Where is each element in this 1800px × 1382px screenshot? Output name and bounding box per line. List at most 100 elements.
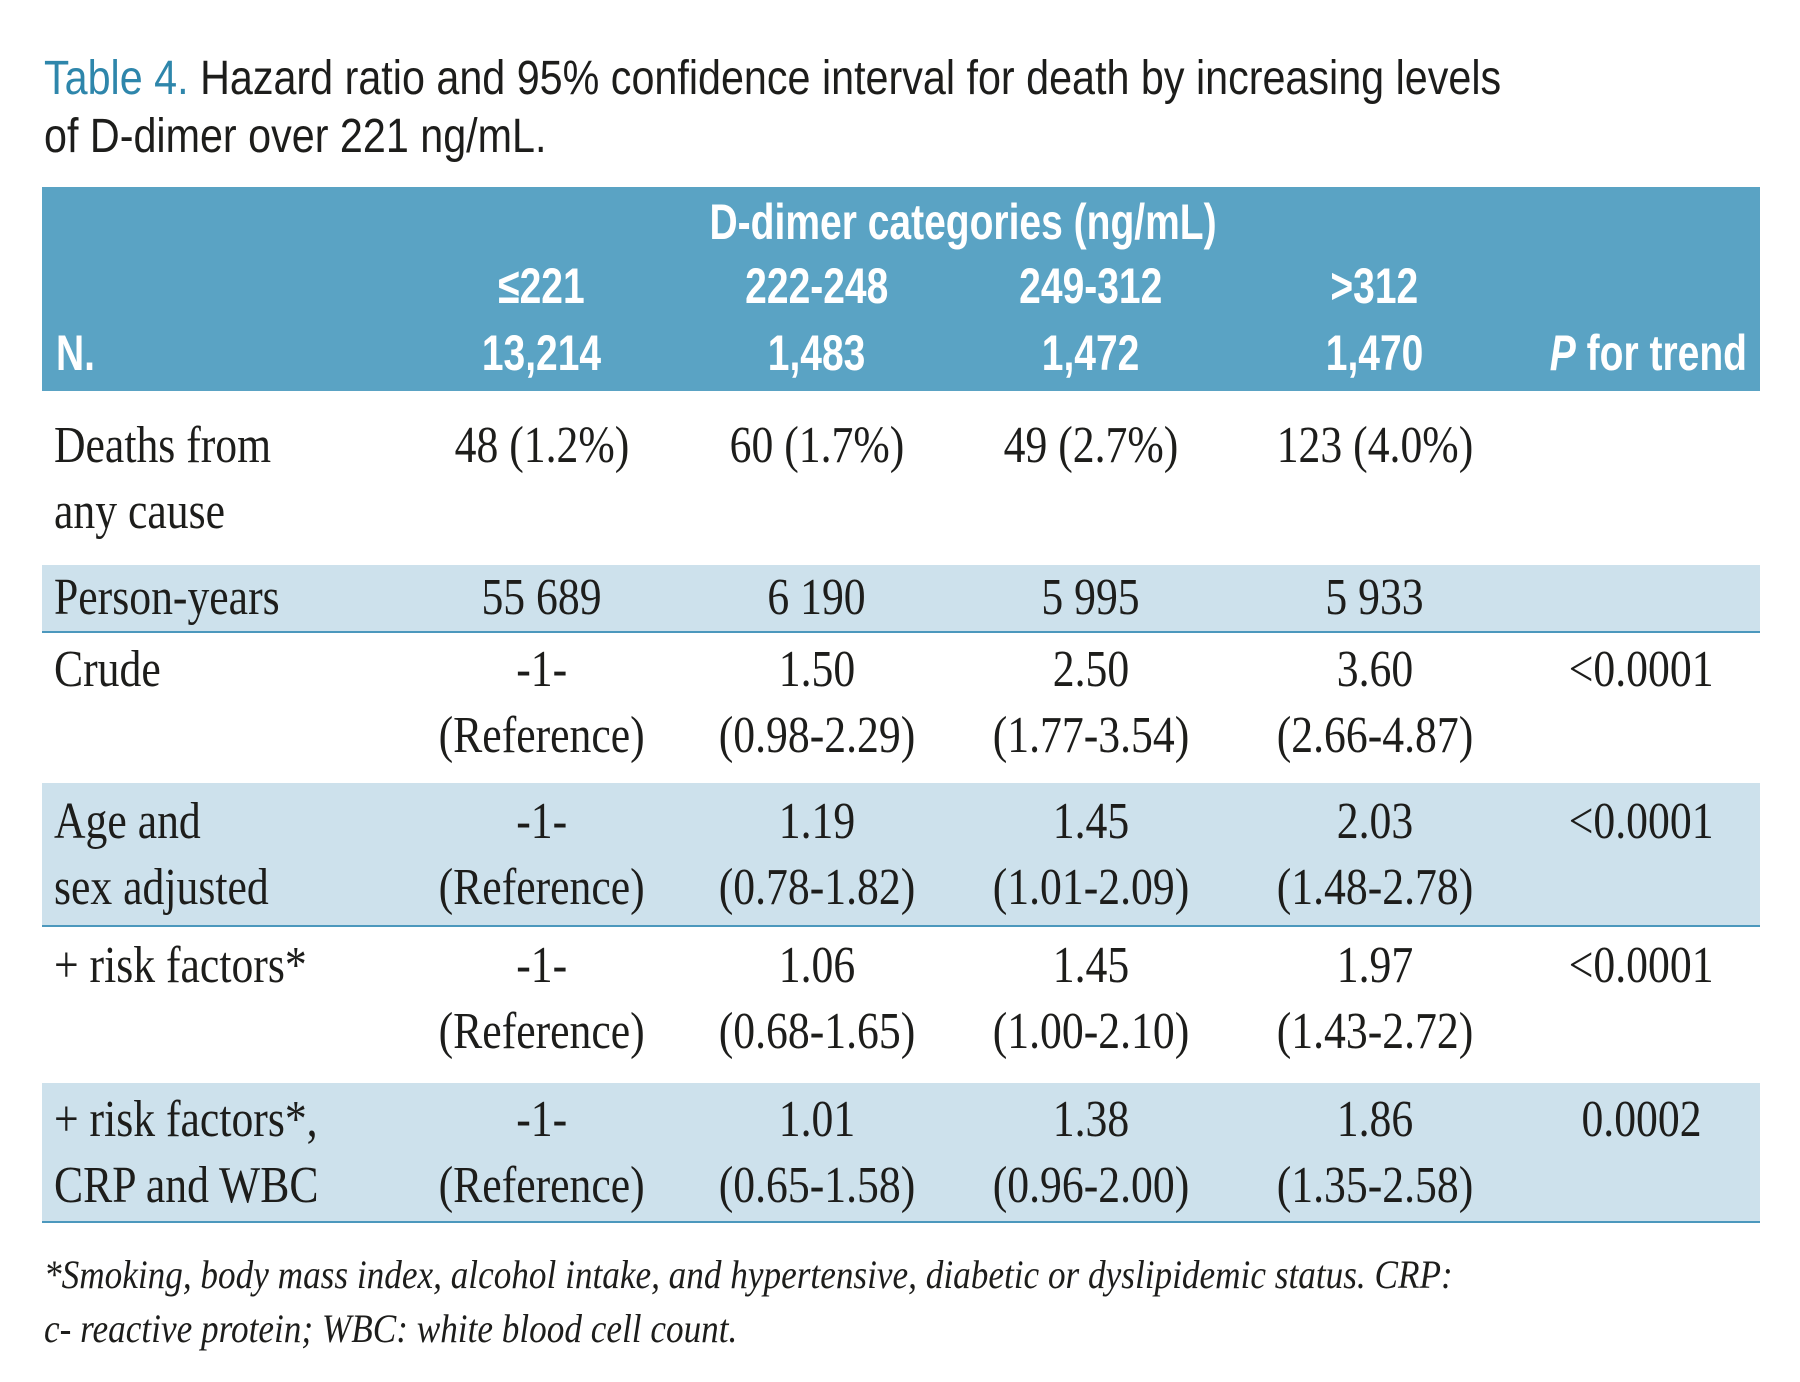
n-value: 13,214 [481, 325, 602, 381]
data-cell: 1.38 (0.96-2.00) [954, 1083, 1227, 1223]
hazard-ratio: 1.19 [778, 793, 855, 850]
p-trend-value: 0.0002 [1580, 1091, 1702, 1148]
data-cell: 49 (2.7%) [954, 391, 1227, 565]
confidence-interval: (Reference) [438, 707, 645, 764]
cell-value: 49 (2.7%) [1003, 417, 1178, 474]
row-label: + risk factors* [42, 926, 404, 1083]
n-value: 1,483 [767, 325, 866, 381]
hazard-ratio: -1- [516, 1091, 567, 1148]
data-cell: -1- (Reference) [404, 1083, 679, 1223]
row-label: Crude [42, 632, 404, 783]
hazard-ratio: 1.97 [1336, 937, 1413, 994]
p-trend-cell: <0.0001 [1522, 783, 1761, 927]
category-label: 249-312 [1018, 258, 1163, 314]
row-label: Deaths from any cause [42, 391, 404, 565]
row-label-line2: any cause [54, 483, 225, 540]
data-cell: -1- (Reference) [404, 926, 679, 1083]
confidence-interval: (1.77-3.54) [992, 707, 1189, 764]
hazard-ratio: 1.38 [1052, 1091, 1129, 1148]
n-value-header: 13,214 [404, 319, 679, 391]
p-trend-value: <0.0001 [1568, 641, 1714, 698]
confidence-interval: (0.78-1.82) [718, 859, 915, 916]
row-label-line1: Deaths from [54, 417, 272, 474]
hazard-ratio: 1.50 [778, 641, 855, 698]
cell-value: 123 (4.0%) [1276, 417, 1473, 474]
confidence-interval: (0.96-2.00) [992, 1157, 1189, 1214]
confidence-interval: (1.43-2.72) [1276, 1003, 1473, 1060]
data-cell: 1.01 (0.65-1.58) [679, 1083, 954, 1223]
category-header: 249-312 [954, 253, 1227, 319]
data-cell: 1.45 (1.01-2.09) [954, 783, 1227, 927]
table-row: Age and sex adjusted -1- (Reference) 1.19 (… [42, 783, 1761, 927]
hazard-ratio: -1- [516, 641, 567, 698]
n-value-header: 1,483 [679, 319, 954, 391]
table-row: + risk factors* -1- (Reference) 1.06 (0.68… [42, 926, 1760, 1083]
group-header-text: D-dimer categories (ng/mL) [709, 194, 1217, 250]
header-empty-cell [1522, 187, 1760, 253]
category-label: >312 [1330, 258, 1419, 314]
category-label: 222-248 [744, 258, 889, 314]
cell-value: 5 995 [1041, 569, 1140, 626]
cell-value: 60 (1.7%) [729, 417, 904, 474]
header-row-group: D-dimer categories (ng/mL) [42, 187, 1761, 253]
p-trend-cell: <0.0001 [1522, 926, 1760, 1083]
hazard-ratio: 3.60 [1336, 641, 1413, 698]
hazard-ratio: 1.01 [778, 1091, 855, 1148]
caption-label: Table 4. [44, 52, 189, 105]
table-row: Deaths from any cause 48 (1.2%) 60 (1.7%)… [42, 391, 1760, 565]
data-cell: 48 (1.2%) [404, 391, 679, 565]
category-label: ≤221 [498, 258, 585, 314]
n-value-header: 1,472 [954, 319, 1227, 391]
row-label-line1: Person-years [54, 569, 280, 626]
cell-value: 55 689 [481, 569, 602, 626]
data-cell: 1.50 (0.98-2.29) [679, 632, 954, 783]
p-label-italic: P [1549, 325, 1576, 381]
table-header: D-dimer categories (ng/mL) ≤221 222-248 … [42, 187, 1761, 391]
confidence-interval: (2.66-4.87) [1276, 707, 1473, 764]
data-cell: 1.97 (1.43-2.72) [1227, 926, 1522, 1083]
data-cell: 1.19 (0.78-1.82) [679, 783, 954, 927]
data-cell: 2.03 (1.48-2.78) [1227, 783, 1523, 927]
header-row-categories: ≤221 222-248 249-312 >312 [42, 253, 1761, 319]
data-cell: 60 (1.7%) [679, 391, 954, 565]
n-value-header: 1,470 [1227, 319, 1522, 391]
n-label-header: N. [42, 319, 404, 391]
hazard-ratio: 1.06 [778, 937, 855, 994]
p-trend-value: <0.0001 [1568, 793, 1714, 850]
hazard-ratio: 2.03 [1336, 793, 1413, 850]
p-trend-cell: 0.0002 [1522, 1083, 1761, 1223]
n-label: N. [56, 325, 95, 381]
data-cell: 3.60 (2.66-4.87) [1227, 632, 1522, 783]
table-caption: Table 4. Hazard ratio and 95% confidence… [44, 50, 1523, 166]
hazard-ratio: -1- [516, 937, 567, 994]
hazard-ratio: 1.45 [1052, 937, 1129, 994]
row-label: Person-years [42, 565, 404, 633]
group-header: D-dimer categories (ng/mL) [404, 187, 1522, 253]
header-empty-cell [42, 253, 404, 319]
table-row: + risk factors*, CRP and WBC -1- (Referenc… [42, 1083, 1761, 1223]
data-cell: 1.06 (0.68-1.65) [679, 926, 954, 1083]
data-cell: -1- (Reference) [404, 632, 679, 783]
p-trend-cell: <0.0001 [1522, 632, 1760, 783]
footnote-line2: c- reactive protein; WBC: white blood ce… [44, 1306, 738, 1351]
data-cell: 6 190 [679, 565, 954, 633]
row-label-line1: + risk factors* [54, 937, 307, 994]
table-body: Deaths from any cause 48 (1.2%) 60 (1.7%)… [42, 391, 1761, 1223]
cell-value: 48 (1.2%) [454, 417, 629, 474]
data-cell: 5 995 [954, 565, 1227, 633]
data-cell: -1- (Reference) [404, 783, 679, 927]
caption-line2: of D-dimer over 221 ng/mL. [44, 110, 547, 163]
p-label-rest: for trend [1575, 325, 1748, 381]
cell-value: 5 933 [1325, 569, 1424, 626]
data-cell: 123 (4.0%) [1227, 391, 1522, 565]
row-label-line1: Age and [54, 793, 201, 850]
hazard-ratio: -1- [516, 793, 567, 850]
data-table: D-dimer categories (ng/mL) ≤221 222-248 … [42, 187, 1761, 1223]
p-trend-cell [1522, 565, 1761, 633]
n-value: 1,472 [1041, 325, 1140, 381]
table-footnote: *Smoking, body mass index, alcohol intak… [44, 1248, 1558, 1356]
confidence-interval: (0.98-2.29) [718, 707, 915, 764]
row-label-line2: sex adjusted [54, 859, 269, 916]
row-label-line1: Crude [54, 641, 161, 698]
